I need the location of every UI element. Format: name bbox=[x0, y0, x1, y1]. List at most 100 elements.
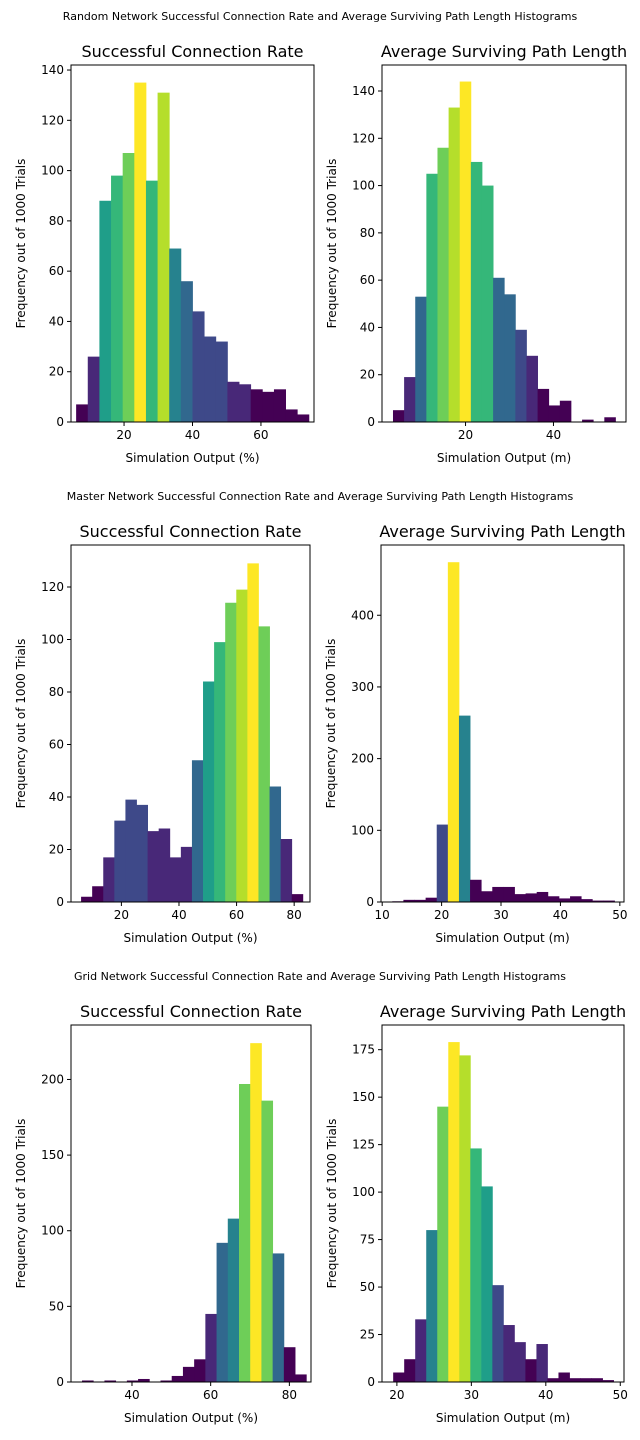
x-tick-label: 20 bbox=[458, 428, 473, 442]
histogram-bar bbox=[134, 82, 147, 422]
histogram-bar bbox=[404, 377, 416, 422]
y-tick-label: 100 bbox=[41, 1224, 64, 1238]
x-tick-label: 40 bbox=[546, 428, 561, 442]
histogram-bar bbox=[272, 1253, 285, 1382]
histogram-bar bbox=[470, 879, 482, 902]
x-axis-label: Simulation Output (m) bbox=[437, 451, 571, 465]
histogram-bar bbox=[403, 899, 415, 902]
panel-random-connection-rate: 20 40 60 0 20 40 60 80 100 120 140 Successful Conne… bbox=[14, 42, 315, 465]
histogram-bar bbox=[592, 900, 604, 902]
x-tick-label: 10 bbox=[375, 908, 390, 922]
histogram-bar bbox=[602, 1380, 614, 1382]
y-tick-label: 80 bbox=[49, 685, 64, 699]
panel-master-connection-rate: 20 40 60 80 0 20 40 60 80 100 120 Successful Connec… bbox=[14, 522, 311, 945]
histogram-bar bbox=[437, 1106, 449, 1382]
histogram-bar bbox=[125, 799, 137, 902]
y-tick-label: 40 bbox=[360, 320, 375, 334]
suptitle-grid-network: Grid Network Successful Connection Rate … bbox=[74, 970, 566, 983]
histogram-bar bbox=[437, 147, 450, 422]
histogram-bar bbox=[171, 1375, 184, 1382]
histogram-bar bbox=[99, 200, 112, 422]
x-tick-label: 60 bbox=[203, 1388, 218, 1402]
panel-grid-connection-rate: 40 60 80 0 50 100 150 200 Successful Connection … bbox=[14, 1002, 312, 1425]
histogram-bar bbox=[504, 294, 516, 422]
y-tick-label: 100 bbox=[351, 823, 374, 837]
y-tick-label: 150 bbox=[41, 1148, 64, 1162]
histogram-bar bbox=[103, 857, 115, 902]
histogram-bar bbox=[425, 897, 438, 902]
y-axis-label: Frequency out of 1000 Trials bbox=[14, 639, 28, 809]
histogram-bar bbox=[180, 846, 193, 902]
histogram-bar bbox=[191, 760, 204, 902]
histogram-bar bbox=[111, 175, 124, 422]
x-tick-label: 50 bbox=[613, 1388, 628, 1402]
y-tick-label: 175 bbox=[352, 1043, 375, 1057]
histogram-bar bbox=[203, 681, 215, 902]
y-tick-label: 50 bbox=[360, 1280, 375, 1294]
y-tick-label: 60 bbox=[49, 264, 64, 278]
histogram-bar bbox=[458, 715, 471, 902]
histogram-bar bbox=[269, 786, 282, 902]
y-tick-label: 0 bbox=[366, 895, 374, 909]
histogram-bar bbox=[92, 886, 104, 902]
histogram-bar bbox=[126, 1380, 139, 1382]
histogram-bar bbox=[227, 1218, 240, 1382]
x-tick-label: 60 bbox=[253, 428, 268, 442]
histogram-bar bbox=[591, 1378, 603, 1382]
x-tick-label: 20 bbox=[116, 428, 131, 442]
histogram-bar bbox=[569, 1378, 581, 1382]
histogram-bar bbox=[580, 1378, 592, 1382]
chart-title: Successful Connection Rate bbox=[81, 42, 303, 61]
y-axis-label: Frequency out of 1000 Trials bbox=[14, 1119, 28, 1289]
histogram-bar bbox=[215, 341, 228, 422]
y-tick-label: 0 bbox=[367, 415, 375, 429]
histogram-bar bbox=[192, 311, 205, 422]
x-tick-label: 60 bbox=[229, 908, 244, 922]
x-tick-label: 40 bbox=[171, 908, 186, 922]
histogram-bar bbox=[547, 896, 560, 902]
histogram-bar bbox=[247, 563, 259, 902]
y-tick-label: 120 bbox=[41, 113, 64, 127]
histogram-bar bbox=[415, 296, 427, 422]
y-tick-label: 40 bbox=[49, 314, 64, 328]
histogram-bar bbox=[157, 92, 170, 422]
y-axis-label: Frequency out of 1000 Trials bbox=[325, 1119, 339, 1289]
suptitle-random-network: Random Network Successful Connection Rat… bbox=[63, 10, 578, 23]
histogram-bar bbox=[216, 1242, 229, 1382]
histogram-bar bbox=[559, 400, 572, 422]
histogram-bar bbox=[147, 831, 160, 902]
y-tick-label: 0 bbox=[56, 1375, 64, 1389]
axes-frame bbox=[381, 1024, 625, 1383]
histogram-bar bbox=[514, 894, 527, 902]
suptitle-master-network: Master Network Successful Connection Rat… bbox=[67, 490, 574, 503]
y-tick-label: 20 bbox=[49, 365, 64, 379]
y-axis-label: Frequency out of 1000 Trials bbox=[324, 639, 338, 809]
histogram-bar bbox=[392, 410, 405, 422]
histogram-bar bbox=[536, 1344, 548, 1382]
histogram-bar bbox=[415, 1319, 427, 1382]
histogram-bar bbox=[169, 857, 182, 902]
histogram-bar bbox=[261, 1100, 274, 1382]
histogram-bar bbox=[158, 828, 171, 902]
panel-grid-path-length: 20 30 40 50 0 25 50 75 100 125 150 175 Average Survi… bbox=[325, 1002, 628, 1425]
axes-frame bbox=[380, 544, 625, 903]
histogram-bar bbox=[481, 185, 494, 422]
y-tick-label: 125 bbox=[352, 1138, 375, 1152]
y-tick-label: 25 bbox=[360, 1328, 375, 1342]
histogram-bar bbox=[81, 896, 93, 902]
y-tick-label: 200 bbox=[351, 752, 374, 766]
histogram-bar bbox=[280, 839, 293, 902]
histogram-bar bbox=[558, 1372, 570, 1382]
y-tick-label: 300 bbox=[351, 680, 374, 694]
histogram-bar bbox=[459, 81, 472, 422]
histogram-bar bbox=[169, 248, 182, 422]
y-tick-label: 80 bbox=[49, 214, 64, 228]
x-tick-label: 30 bbox=[493, 908, 508, 922]
chart-title: Successful Connection Rate bbox=[79, 522, 301, 541]
y-tick-label: 100 bbox=[352, 179, 375, 193]
y-tick-label: 0 bbox=[367, 1375, 375, 1389]
histogram-bar bbox=[250, 1043, 262, 1382]
histogram-bar bbox=[145, 180, 158, 422]
